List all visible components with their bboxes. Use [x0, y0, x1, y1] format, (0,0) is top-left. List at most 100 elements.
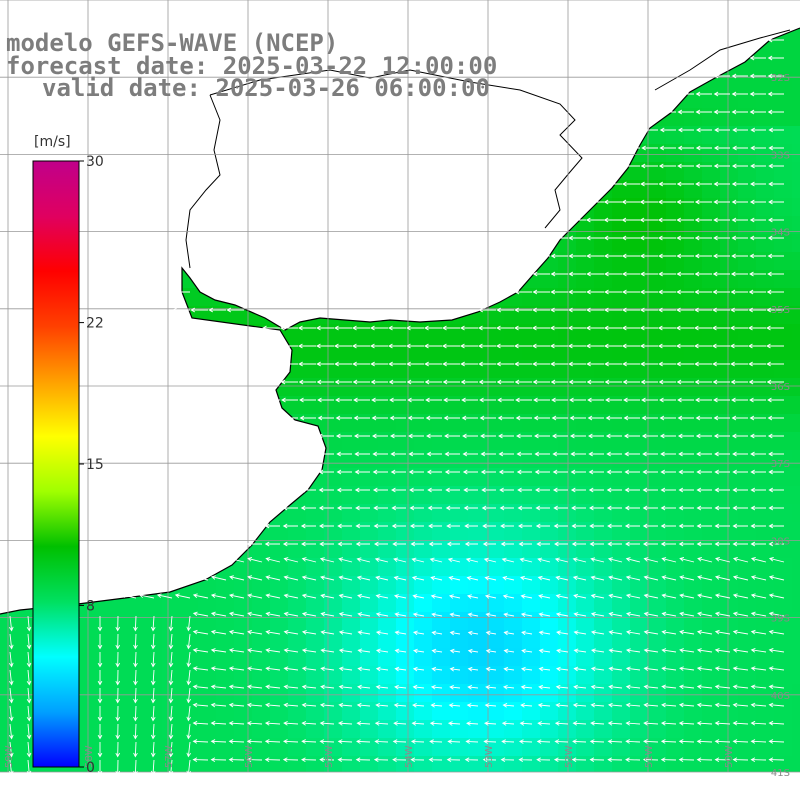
wind-vectors — [8, 37, 785, 776]
field-cell — [612, 666, 631, 685]
wind-arrow — [8, 723, 14, 740]
field-cell — [252, 720, 271, 739]
wind-arrow — [660, 523, 676, 529]
field-cell — [720, 108, 739, 127]
wind-arrow — [661, 629, 677, 635]
wind-arrow — [694, 379, 712, 385]
wind-arrow — [320, 684, 335, 690]
wind-arrow — [537, 557, 551, 563]
field-cell — [630, 630, 649, 649]
wind-arrow — [713, 73, 730, 79]
wind-arrow — [480, 433, 496, 439]
field-cell — [594, 558, 613, 577]
field-cell — [630, 522, 649, 541]
field-cell — [648, 738, 667, 757]
latitude-label: 37S — [771, 459, 790, 470]
field-cell — [792, 576, 800, 595]
wind-arrow — [390, 433, 406, 439]
wind-arrow — [768, 575, 785, 581]
wind-arrow — [766, 361, 784, 367]
field-cell — [702, 342, 721, 361]
wind-arrow — [356, 557, 371, 563]
field-cell — [774, 594, 793, 613]
field-cell — [108, 684, 127, 703]
wind-arrow — [192, 684, 209, 690]
wind-arrow — [731, 163, 748, 169]
wind-arrow — [534, 433, 550, 439]
field-cell — [612, 522, 631, 541]
wind-arrow — [411, 575, 425, 581]
field-cell — [630, 594, 649, 613]
field-cell — [630, 738, 649, 757]
wind-arrow — [411, 721, 425, 726]
wind-arrow — [460, 325, 478, 331]
field-cell — [684, 666, 703, 685]
wind-arrow — [26, 633, 32, 650]
wind-arrow — [748, 307, 766, 313]
wind-arrow — [572, 702, 587, 708]
field-cell — [792, 252, 800, 271]
bottom-margin — [0, 772, 800, 800]
field-cell — [702, 324, 721, 343]
wind-arrow — [767, 235, 784, 241]
wind-arrow — [606, 505, 622, 511]
field-cell — [504, 486, 523, 505]
colorbar-gradient — [32, 160, 80, 768]
field-cell — [18, 666, 37, 685]
wind-arrow — [412, 612, 425, 617]
wind-arrow — [714, 611, 731, 617]
wind-arrow — [263, 397, 280, 403]
wind-arrow — [694, 271, 712, 277]
field-cell — [360, 396, 379, 415]
wind-arrow — [732, 505, 748, 511]
wind-arrow — [394, 648, 407, 654]
field-cell — [558, 576, 577, 595]
field-cell — [630, 198, 649, 217]
field-cell — [702, 378, 721, 397]
field-cell — [720, 720, 739, 739]
field-cell — [666, 720, 685, 739]
wind-arrow — [298, 379, 316, 385]
wind-arrow — [661, 593, 677, 599]
wind-arrow — [714, 127, 730, 133]
field-cell — [468, 558, 487, 577]
field-cell — [756, 270, 775, 289]
wind-arrow — [373, 541, 388, 547]
wind-arrow — [590, 630, 605, 635]
wind-arrow — [300, 505, 316, 511]
wind-arrow — [517, 487, 532, 493]
latitude-label: 40S — [771, 691, 790, 702]
wind-arrow — [642, 757, 659, 763]
field-cell — [378, 540, 397, 559]
field-cell — [324, 504, 343, 523]
wind-arrow — [265, 611, 281, 617]
wind-arrow — [186, 651, 192, 668]
lat-lon-grid — [0, 0, 800, 773]
wind-arrow — [713, 145, 730, 151]
field-cell — [594, 666, 613, 685]
wind-arrow — [301, 666, 317, 672]
wind-arrow — [624, 523, 640, 529]
field-cell — [756, 594, 775, 613]
wind-arrow — [354, 487, 370, 493]
field-cell — [630, 162, 649, 181]
field-cell — [612, 342, 631, 361]
wind-arrow — [168, 723, 174, 740]
wind-arrow — [338, 612, 353, 617]
wind-arrow — [696, 127, 712, 133]
wind-arrow — [533, 415, 550, 421]
wind-arrow — [283, 648, 299, 653]
field-cell — [684, 378, 703, 397]
field-cell — [522, 558, 541, 577]
field-cell — [684, 756, 703, 775]
field-cell — [270, 558, 289, 577]
wind-arrow — [442, 325, 460, 331]
wind-arrow — [484, 576, 497, 581]
field-cell — [774, 756, 793, 775]
wind-arrow — [750, 163, 766, 169]
field-cell — [504, 648, 523, 667]
field-cell — [612, 234, 631, 253]
field-cell — [792, 468, 800, 487]
field-cell — [558, 612, 577, 631]
wind-arrow — [767, 271, 784, 277]
